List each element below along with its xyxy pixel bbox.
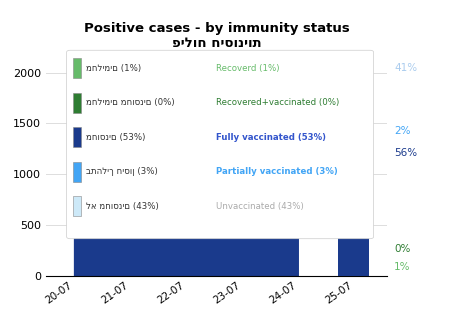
- Bar: [73, 162, 81, 182]
- Text: מחוסנים (53%): מחוסנים (53%): [86, 133, 146, 142]
- Text: Fully vaccinated (53%): Fully vaccinated (53%): [216, 133, 326, 142]
- Text: Unvaccinated (43%): Unvaccinated (43%): [216, 202, 304, 211]
- Text: 56%: 56%: [394, 148, 417, 158]
- Text: מחלימים מחוסנים (0%): מחלימים מחוסנים (0%): [86, 98, 175, 107]
- Bar: [338, 150, 369, 151]
- Bar: [338, 154, 369, 156]
- Text: Partially vaccinated (3%): Partially vaccinated (3%): [216, 167, 338, 176]
- Text: 0%: 0%: [394, 244, 410, 254]
- Bar: [73, 58, 81, 78]
- Text: לא מחוסנים (43%): לא מחוסנים (43%): [86, 202, 159, 211]
- Bar: [338, 149, 369, 150]
- Text: בתהליך חיסון (3%): בתהליך חיסון (3%): [86, 167, 158, 176]
- Text: 1%: 1%: [394, 262, 411, 272]
- Text: 2%: 2%: [394, 126, 411, 135]
- Text: מחלימים (1%): מחלימים (1%): [86, 64, 142, 72]
- Text: Recovered+vaccinated (0%): Recovered+vaccinated (0%): [216, 98, 339, 107]
- Bar: [338, 151, 369, 154]
- Bar: [338, 156, 369, 276]
- Bar: [73, 196, 81, 216]
- FancyBboxPatch shape: [66, 50, 373, 239]
- Text: 41%: 41%: [394, 63, 417, 73]
- Bar: [73, 127, 81, 147]
- Bar: [73, 92, 81, 113]
- Text: Recoverd (1%): Recoverd (1%): [216, 64, 279, 72]
- Title: Positive cases - by immunity status
פילוח חיסוניות: Positive cases - by immunity status פילו…: [84, 22, 349, 50]
